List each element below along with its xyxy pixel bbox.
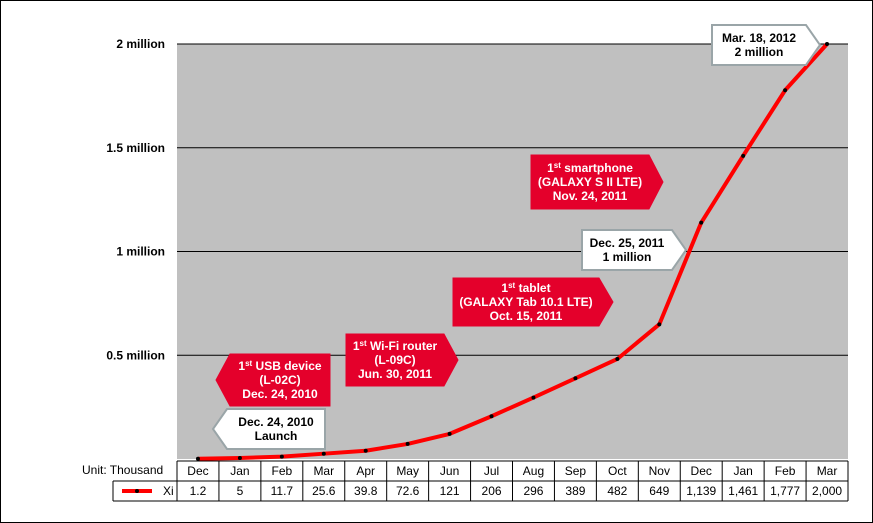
data-label: 39.8 [354,484,378,498]
callout-shape [530,154,664,210]
callout-line: 1st Wi-Fi router [353,339,438,353]
y-axis-labels: 0.5 million 1 million 1.5 million 2 million [106,37,165,362]
callout-line: Dec. 24, 2010 [242,387,318,401]
callout-shape [215,353,331,407]
table-grid [112,460,849,502]
callout-shape [711,24,822,66]
callout-shape [452,277,614,327]
data-point [405,441,410,446]
data-point [279,454,284,459]
x-tick-label: Aug [523,464,544,478]
data-point [699,220,704,225]
callout-line: (GALAXY S II LTE) [538,175,642,189]
callout-line: Dec. 25, 2011 [590,236,665,250]
data-label: 1,461 [728,484,758,498]
data-label: 11.7 [271,484,294,498]
data-label: 5 [237,484,244,498]
y-tick-label: 1.5 million [106,141,165,155]
callout-line: (L-09C) [374,353,415,367]
data-point [783,88,788,93]
x-tick-label: Dec [187,464,208,478]
data-point [489,414,494,419]
data-label: 482 [607,484,627,498]
data-label: 25.6 [312,484,336,498]
data-table: Unit: Thousand Dec Jan Feb Mar Apr May Jun Jul A… [82,460,849,502]
callout: 1st smartphone(GALAXY S II LTE)Nov. 24, … [530,154,664,210]
callout-shape [345,333,459,387]
series-line [197,42,829,461]
data-label: 389 [565,484,585,498]
y-tick-label: 2 million [116,37,165,51]
data-point [447,431,452,436]
x-tick-label: Feb [272,464,293,478]
callout: 1st tablet(GALAXY Tab 10.1 LTE)Oct. 15, … [452,277,614,327]
y-tick-label: 1 million [116,245,165,259]
callout-line: 1st USB device [238,359,322,373]
data-point [573,376,578,381]
data-label: 1,777 [770,484,800,498]
data-point [531,395,536,400]
x-tick-label: Apr [356,464,375,478]
data-point [825,42,830,46]
data-point [657,322,662,327]
callout-line: 1st tablet [501,281,550,295]
legend-label: Xi [163,484,174,498]
callout-line: 1st smartphone [547,161,633,175]
y-tick-label: 0.5 million [106,348,165,362]
data-label: 2,000 [812,484,842,498]
callout: 1st Wi-Fi router(L-09C)Jun. 30, 2011 [345,333,459,387]
x-tick-label: Dec [691,464,712,478]
callout-line: (L-02C) [259,373,300,387]
x-tick-label: Nov [649,464,670,478]
x-tick-label: Sep [565,464,587,478]
unit-label: Unit: Thousand [82,463,163,477]
callout-line: 1 million [603,250,652,264]
x-tick-label: Oct [608,464,627,478]
data-point [741,153,746,158]
x-tick-label: Jul [484,464,499,478]
callout-line: Dec. 24, 2010 [238,415,314,429]
data-point [321,451,326,456]
data-label: 1,139 [686,484,716,498]
callout: 1st USB device(L-02C)Dec. 24, 2010 [215,353,331,407]
callout-line: 2 million [735,45,784,59]
callout-shape [581,229,688,271]
data-point [237,455,242,460]
callout-line: (GALAXY Tab 10.1 LTE) [459,295,592,309]
x-tick-label: Feb [775,464,796,478]
data-point [195,456,200,461]
callout-line: Launch [255,429,298,443]
x-tick-label: May [396,464,419,478]
callout-line: Nov. 24, 2011 [553,189,628,203]
data-label: 206 [482,484,502,498]
data-point [363,448,368,453]
callout-shape [211,408,326,450]
callout-line: Jun. 30, 2011 [358,367,432,381]
data-label: 649 [649,484,669,498]
callout-line: Mar. 18, 2012 [722,31,796,45]
x-tick-label: Jan [230,464,249,478]
data-label: 121 [440,484,460,498]
x-tick-label: Mar [313,464,334,478]
data-label: 1.2 [190,484,207,498]
x-tick-label: Jan [733,464,752,478]
legend-marker [135,489,139,493]
series-xi [195,42,830,461]
x-tick-label: Jun [440,464,459,478]
data-label: 296 [523,484,543,498]
data-point [615,356,620,361]
x-tick-label: Mar [817,464,838,478]
callout-line: Oct. 15, 2011 [490,309,563,323]
data-label: 72.6 [396,484,420,498]
